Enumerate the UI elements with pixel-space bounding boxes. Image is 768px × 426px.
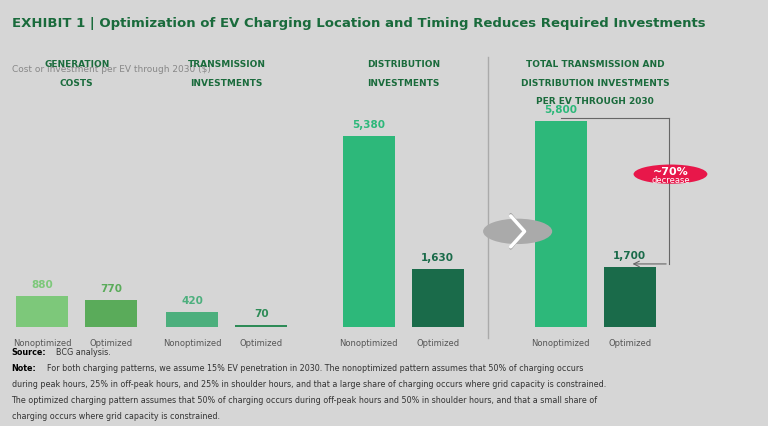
Text: Optimized: Optimized xyxy=(90,339,133,348)
Text: The optimized charging pattern assumes that 50% of charging occurs during off-pe: The optimized charging pattern assumes t… xyxy=(12,395,598,404)
Text: Note:: Note: xyxy=(12,363,36,372)
Text: decrease: decrease xyxy=(651,176,690,185)
Text: Optimized: Optimized xyxy=(240,339,283,348)
Bar xyxy=(604,267,656,328)
Text: Nonoptimized: Nonoptimized xyxy=(163,339,221,348)
Text: Nonoptimized: Nonoptimized xyxy=(339,339,398,348)
Text: 5,800: 5,800 xyxy=(545,105,577,115)
Ellipse shape xyxy=(634,165,707,184)
Text: DISTRIBUTION: DISTRIBUTION xyxy=(366,60,440,69)
Text: during peak hours, 25% in off-peak hours, and 25% in shoulder hours, and that a : during peak hours, 25% in off-peak hours… xyxy=(12,379,606,388)
Text: For both charging patterns, we assume 15% EV penetration in 2030. The nonoptimiz: For both charging patterns, we assume 15… xyxy=(47,363,583,372)
Text: 420: 420 xyxy=(181,296,203,305)
Text: GENERATION: GENERATION xyxy=(44,60,110,69)
Text: Nonoptimized: Nonoptimized xyxy=(531,339,590,348)
Text: INVESTMENTS: INVESTMENTS xyxy=(190,78,263,88)
Text: ~70%: ~70% xyxy=(653,167,688,176)
Circle shape xyxy=(483,219,552,245)
Text: 70: 70 xyxy=(253,308,269,318)
Bar xyxy=(235,325,287,328)
Text: 770: 770 xyxy=(101,283,122,293)
Text: Optimized: Optimized xyxy=(608,339,651,348)
Text: Source:: Source: xyxy=(12,347,46,356)
Text: EXHIBIT 1 | Optimization of EV Charging Location and Timing Reduces Required Inv: EXHIBIT 1 | Optimization of EV Charging … xyxy=(12,17,705,29)
Text: 1,700: 1,700 xyxy=(613,250,647,260)
Text: 880: 880 xyxy=(31,279,53,289)
Bar xyxy=(412,270,464,328)
Text: COSTS: COSTS xyxy=(60,78,94,88)
Text: PER EV THROUGH 2030: PER EV THROUGH 2030 xyxy=(536,97,654,106)
Text: Cost or investment per EV through 2030 ($): Cost or investment per EV through 2030 (… xyxy=(12,64,210,74)
Bar xyxy=(166,313,218,328)
Bar xyxy=(535,122,587,328)
Text: BCG analysis.: BCG analysis. xyxy=(56,347,111,356)
Text: INVESTMENTS: INVESTMENTS xyxy=(367,78,439,88)
Bar xyxy=(343,137,395,328)
Text: 1,630: 1,630 xyxy=(422,253,454,262)
Text: 5,380: 5,380 xyxy=(353,120,385,130)
Text: charging occurs where grid capacity is constrained.: charging occurs where grid capacity is c… xyxy=(12,412,220,420)
Text: TOTAL TRANSMISSION AND: TOTAL TRANSMISSION AND xyxy=(526,60,664,69)
Text: DISTRIBUTION INVESTMENTS: DISTRIBUTION INVESTMENTS xyxy=(521,78,670,88)
Bar xyxy=(85,300,137,328)
Text: Optimized: Optimized xyxy=(416,339,459,348)
Bar xyxy=(16,296,68,328)
Text: TRANSMISSION: TRANSMISSION xyxy=(187,60,266,69)
Text: Nonoptimized: Nonoptimized xyxy=(13,339,71,348)
